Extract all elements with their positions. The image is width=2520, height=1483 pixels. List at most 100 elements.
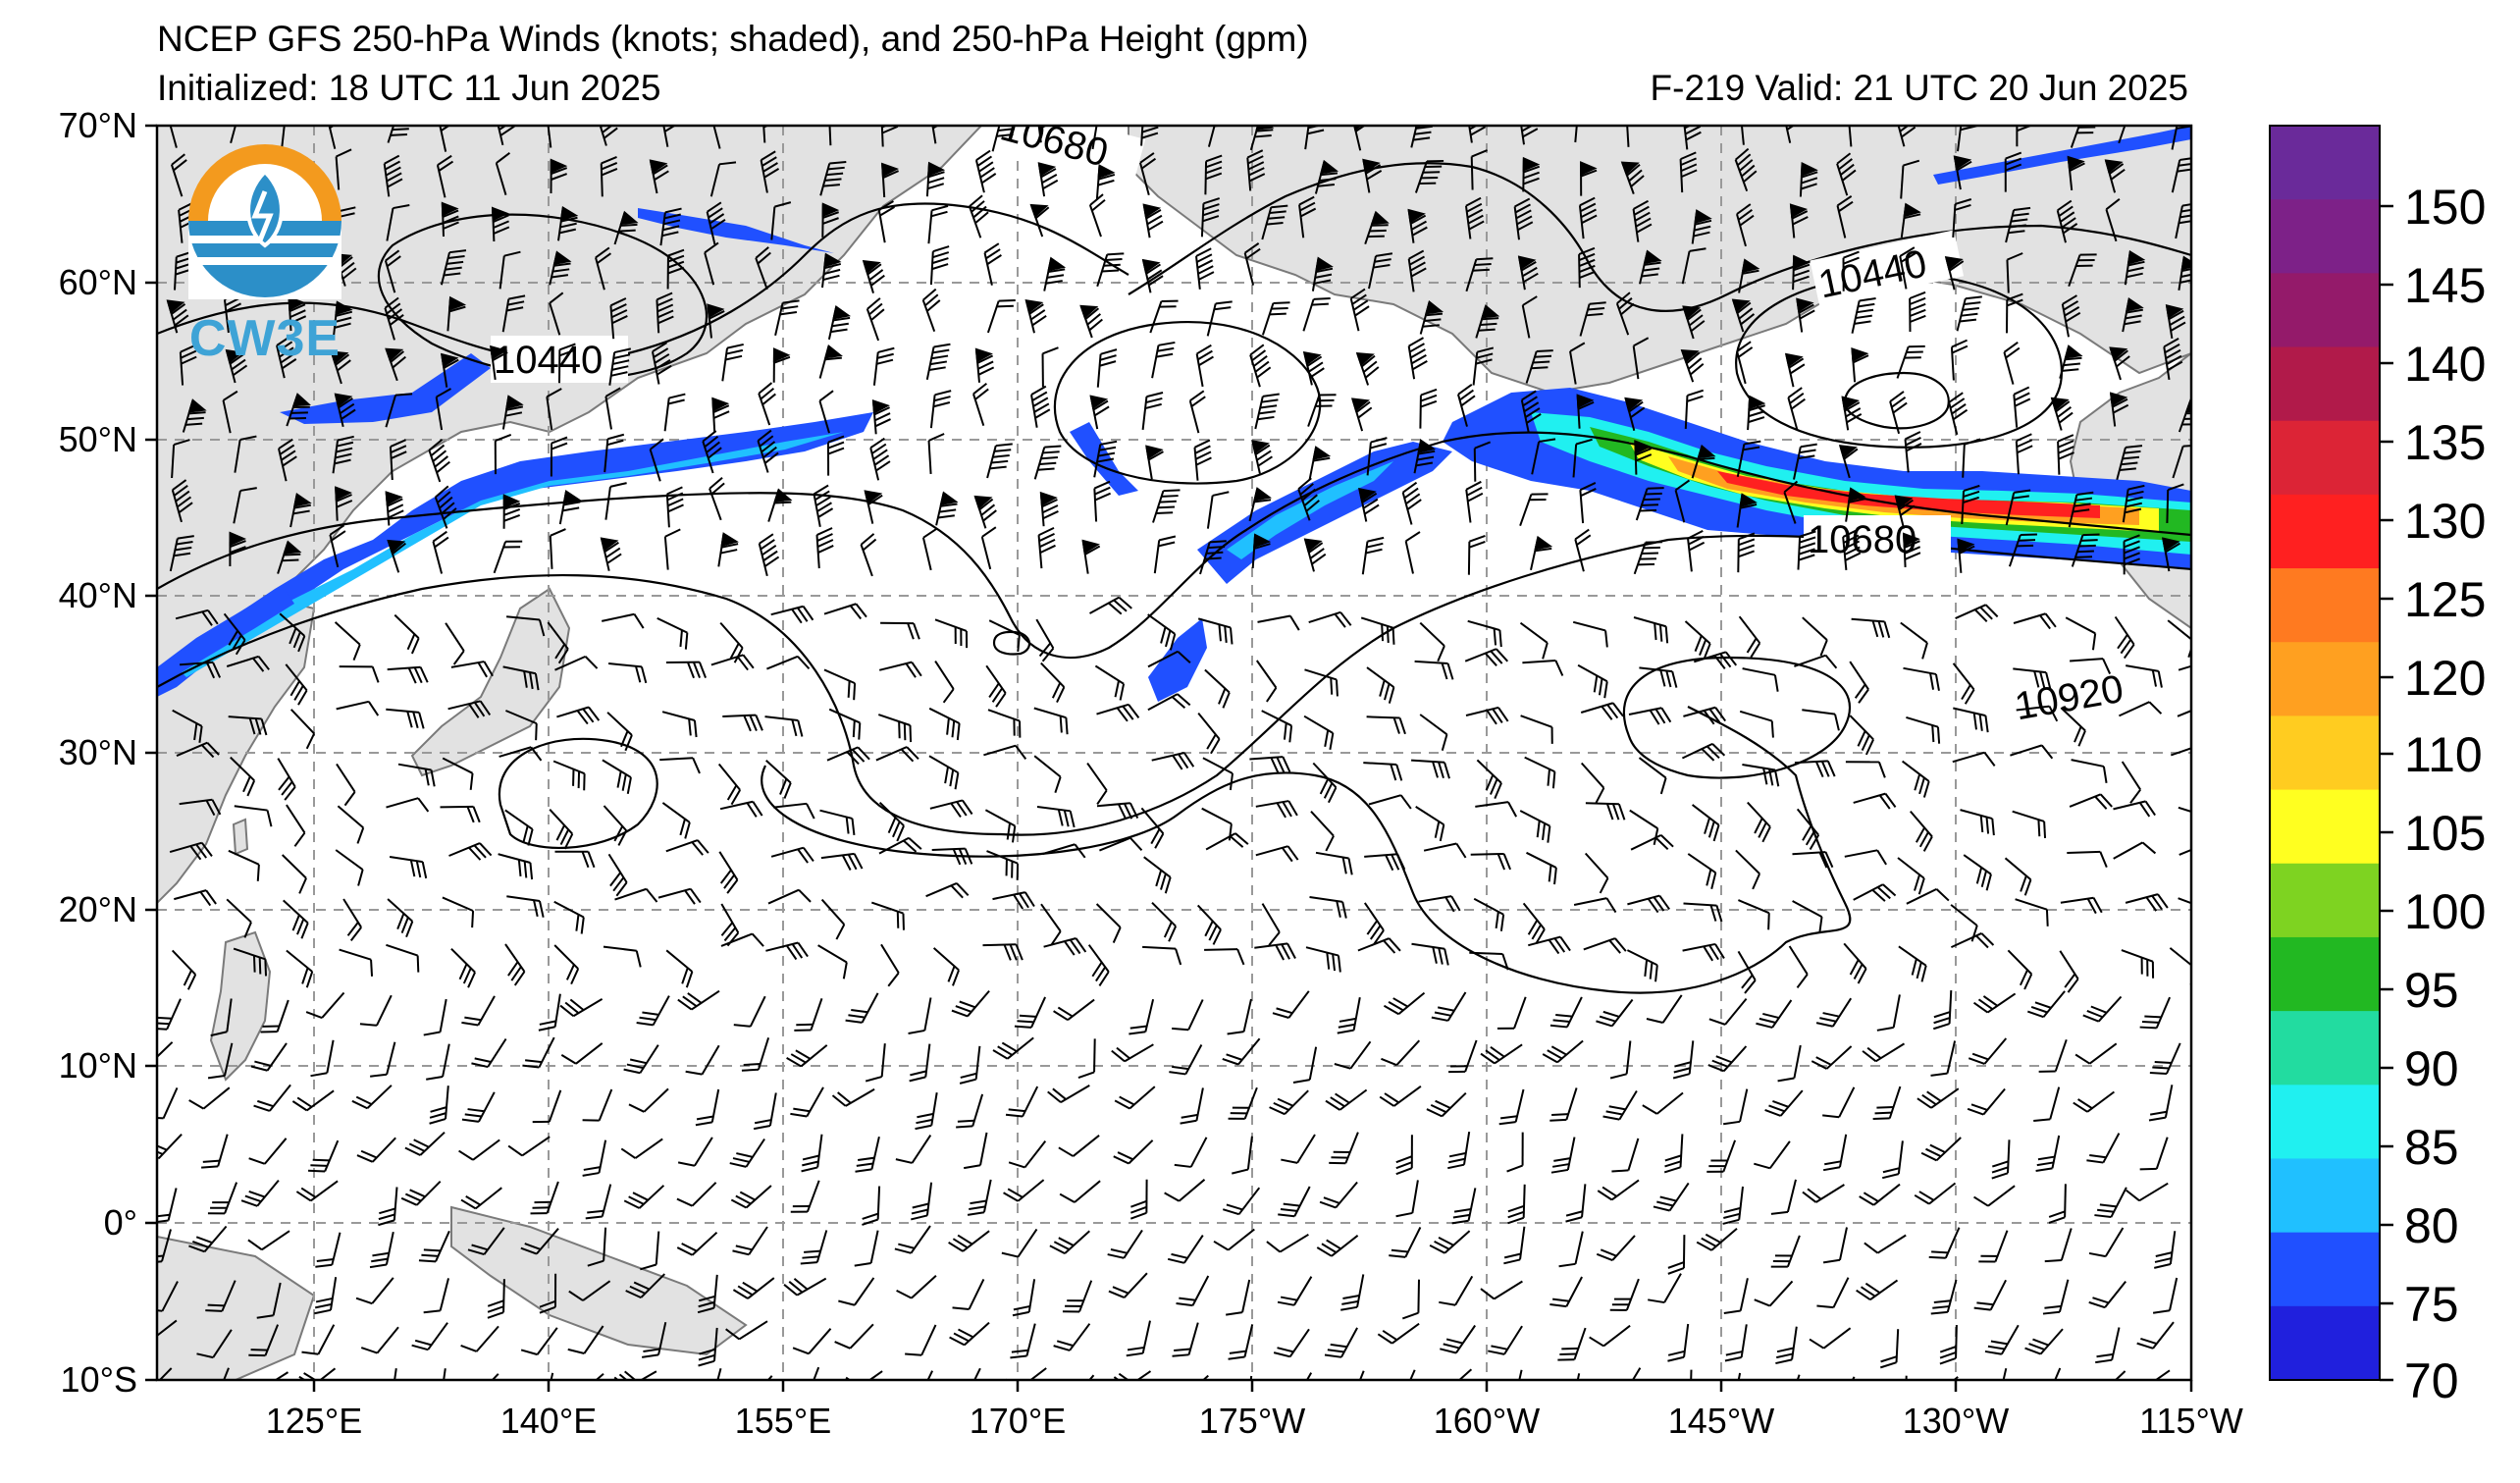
wind-barb xyxy=(1522,659,1564,676)
wind-barb xyxy=(880,621,920,640)
wind-barb xyxy=(1684,620,1711,661)
wind-barb xyxy=(289,493,312,528)
wind-barb xyxy=(169,841,213,861)
wind-barb xyxy=(660,126,680,147)
wind-barb xyxy=(1724,1324,1748,1362)
wind-barb xyxy=(698,1327,718,1367)
wind-barb xyxy=(649,438,664,482)
wind-barb xyxy=(171,949,197,990)
wind-barb xyxy=(1079,304,1103,339)
wind-barb xyxy=(877,714,913,743)
wind-barb xyxy=(815,527,834,569)
wind-barb xyxy=(1093,440,1118,478)
wind-barb xyxy=(550,158,568,194)
wind-barb xyxy=(334,393,356,428)
wind-barb xyxy=(157,1188,178,1224)
wind-barb xyxy=(356,1137,396,1163)
wind-barb xyxy=(2006,252,2023,293)
wind-barb xyxy=(1350,1370,1365,1380)
wind-barb xyxy=(1473,441,1492,482)
wind-barb xyxy=(226,898,252,938)
wind-barb xyxy=(894,1225,931,1254)
wind-barb xyxy=(1736,203,1755,247)
wind-barb xyxy=(1624,397,1646,432)
colorbar-segment xyxy=(2270,936,2380,1012)
wind-barb xyxy=(1646,994,1683,1024)
jet-central-core xyxy=(1227,461,1393,559)
wind-barb xyxy=(1081,539,1101,574)
wind-barb xyxy=(2024,1328,2064,1355)
wind-barb xyxy=(827,126,832,146)
wind-barb xyxy=(440,1368,446,1380)
wind-barb xyxy=(925,343,951,380)
wind-barb xyxy=(1447,1131,1471,1170)
wind-barb xyxy=(1900,202,1921,238)
wind-barb xyxy=(992,891,1035,910)
wind-barb xyxy=(1401,481,1422,525)
wind-barb xyxy=(1738,899,1770,930)
wind-barb xyxy=(1303,715,1335,751)
wind-barb xyxy=(1838,445,1859,479)
wind-barb xyxy=(1565,1184,1587,1223)
wind-barb xyxy=(1096,348,1118,388)
wind-barb xyxy=(1037,162,1059,197)
wind-barb xyxy=(1952,751,1996,768)
wind-barb xyxy=(1350,397,1373,432)
wind-barb xyxy=(1401,1279,1420,1320)
wind-barb xyxy=(983,242,1002,286)
wind-barb xyxy=(1792,254,1811,291)
wind-barb xyxy=(604,482,627,520)
wind-barb xyxy=(1467,534,1486,575)
colorbar-tick-90: 90 xyxy=(2404,1041,2459,1096)
wind-barb xyxy=(1794,654,1838,669)
wind-barb xyxy=(801,1134,823,1173)
wind-barb xyxy=(460,1187,502,1210)
wind-barb xyxy=(1099,836,1143,852)
wind-barb xyxy=(1732,1372,1742,1380)
wind-barb xyxy=(498,853,534,880)
wind-barb xyxy=(818,390,834,434)
wind-barb xyxy=(697,1274,718,1314)
wind-barb xyxy=(818,344,843,379)
wind-barb xyxy=(355,1277,394,1305)
wind-barb xyxy=(549,528,566,569)
wind-barb xyxy=(1141,258,1164,293)
wind-barb xyxy=(2178,806,2191,820)
wind-barb xyxy=(440,805,481,823)
wind-barb xyxy=(506,615,546,637)
wind-barb xyxy=(623,1185,665,1209)
wind-barb xyxy=(806,1366,820,1380)
wind-barb xyxy=(1851,617,1891,639)
wind-barb xyxy=(1569,342,1586,385)
wind-barb xyxy=(1683,706,1727,725)
wind-barb xyxy=(2005,206,2031,243)
wind-barb xyxy=(1589,1324,1631,1348)
wind-barb xyxy=(1093,480,1112,522)
wind-barb xyxy=(2177,703,2191,717)
wind-barb xyxy=(1363,762,1403,781)
wind-barb xyxy=(1956,295,1982,332)
wind-barb xyxy=(753,1092,777,1131)
wind-barb xyxy=(1316,1235,1359,1257)
colorbar-segment xyxy=(2270,494,2380,569)
wind-barb xyxy=(704,241,719,286)
wind-barb xyxy=(722,714,763,732)
wind-barb xyxy=(821,252,842,289)
wind-barb xyxy=(1792,851,1834,869)
wind-barb xyxy=(864,490,883,524)
wind-barb xyxy=(2050,397,2074,431)
wind-barb xyxy=(549,809,574,850)
contour-gulf-inner xyxy=(1843,371,1950,430)
wind-barb xyxy=(1010,1323,1036,1359)
wind-barb xyxy=(1053,1323,1091,1351)
wind-barb xyxy=(1222,1037,1261,1066)
wind-barb xyxy=(600,155,618,197)
wind-barb xyxy=(1542,1039,1584,1064)
wind-barb xyxy=(1517,255,1539,291)
wind-barb xyxy=(339,948,374,977)
wind-barb xyxy=(1879,1329,1900,1369)
wind-barb xyxy=(2088,1227,2125,1258)
wind-barb xyxy=(1364,853,1406,872)
wind-barb xyxy=(507,1136,551,1157)
wind-barb xyxy=(819,161,847,196)
